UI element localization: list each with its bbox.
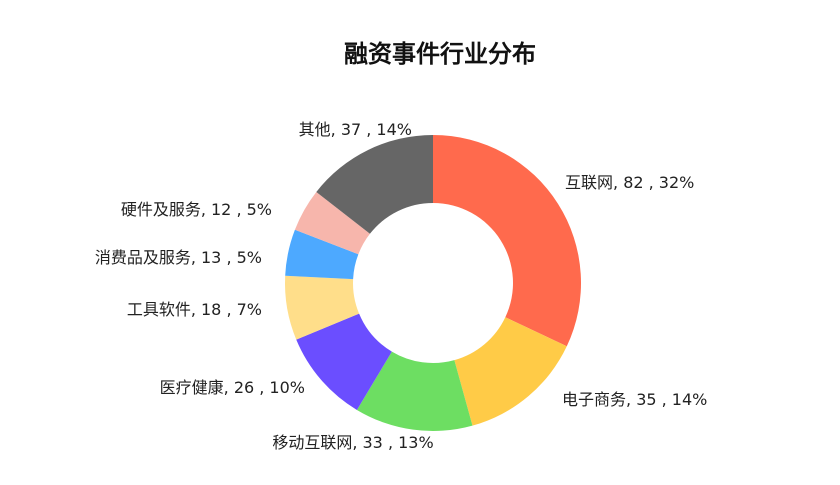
donut-slice: [433, 135, 581, 347]
value-label: 12 , 5%: [211, 200, 272, 219]
category-label: 其他: [299, 120, 331, 139]
donut-slice: [285, 275, 360, 340]
value-label: 13 , 5%: [201, 248, 262, 267]
slice-label: 消费品及服务, 13 , 5%: [95, 248, 262, 267]
chart-title: 融资事件行业分布: [344, 40, 536, 68]
slice-label: 电子商务, 35 , 14%: [562, 390, 707, 409]
value-label: 82 , 32%: [623, 173, 694, 192]
category-label: 消费品及服务: [95, 248, 191, 267]
slice-label: 硬件及服务, 12 , 5%: [121, 200, 272, 219]
donut-slice: [356, 351, 473, 431]
slice-label: 其他, 37 , 14%: [299, 120, 412, 139]
slice-label: 互联网, 82 , 32%: [565, 173, 694, 192]
category-label: 移动互联网: [272, 433, 352, 452]
donut-slice: [296, 313, 392, 410]
donut-slice: [285, 229, 359, 280]
category-label: 互联网: [565, 173, 613, 192]
slice-label: 工具软件, 18 , 7%: [127, 300, 262, 319]
label-separator: ,: [201, 200, 211, 219]
donut-slice: [294, 191, 370, 255]
value-label: 37 , 14%: [341, 120, 412, 139]
category-label: 硬件及服务: [121, 200, 201, 219]
label-separator: ,: [626, 390, 636, 409]
category-label: 工具软件: [127, 300, 191, 319]
label-separator: ,: [224, 378, 234, 397]
label-separator: ,: [331, 120, 341, 139]
category-label: 医疗健康: [160, 378, 224, 397]
donut-slice: [454, 317, 567, 426]
value-label: 26 , 10%: [234, 378, 305, 397]
slice-label: 医疗健康, 26 , 10%: [160, 378, 305, 397]
value-label: 33 , 13%: [363, 433, 434, 452]
slice-label: 移动互联网, 33 , 13%: [272, 433, 433, 452]
label-separator: ,: [191, 300, 201, 319]
label-separator: ,: [191, 248, 201, 267]
category-label: 电子商务: [562, 390, 626, 409]
donut-slice: [316, 135, 433, 234]
label-separator: ,: [613, 173, 623, 192]
value-label: 18 , 7%: [201, 300, 262, 319]
label-separator: ,: [352, 433, 362, 452]
value-label: 35 , 14%: [636, 390, 707, 409]
